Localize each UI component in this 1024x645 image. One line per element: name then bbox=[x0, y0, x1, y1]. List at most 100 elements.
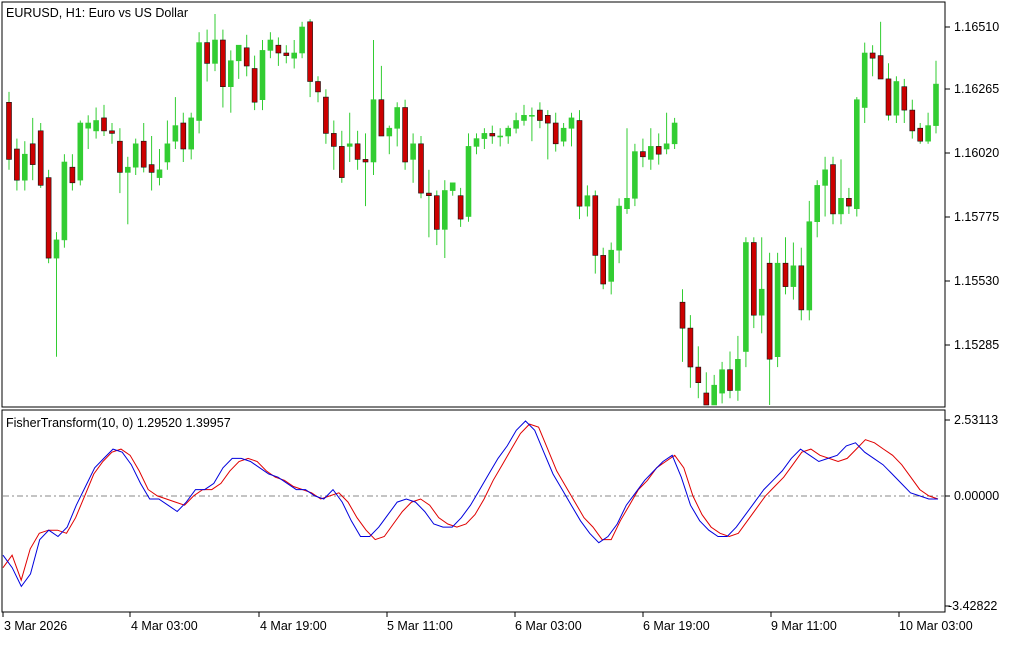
bear-candle bbox=[330, 133, 337, 147]
bull-candle bbox=[61, 161, 68, 241]
bear-candle bbox=[782, 262, 789, 287]
bull-candle bbox=[624, 198, 630, 210]
bear-candle bbox=[220, 39, 226, 88]
bear-candle bbox=[600, 255, 607, 285]
bull-candle bbox=[933, 83, 939, 126]
time-tick-label: 4 Mar 03:00 bbox=[131, 619, 198, 633]
bull-candle bbox=[386, 127, 393, 137]
bear-candle bbox=[426, 192, 432, 197]
trigger-line bbox=[2, 420, 938, 588]
bear-candle bbox=[338, 146, 345, 178]
fisher-lines-group bbox=[2, 420, 939, 588]
bull-candle bbox=[164, 143, 171, 163]
bear-candle bbox=[877, 55, 884, 80]
bear-candle bbox=[37, 130, 44, 186]
bear-candle bbox=[283, 52, 290, 56]
bull-candle bbox=[267, 39, 274, 51]
bear-candle bbox=[433, 195, 440, 230]
indicator-panel bbox=[1, 409, 946, 613]
bull-candle bbox=[125, 166, 131, 173]
bear-candle bbox=[537, 109, 543, 121]
bear-candle bbox=[101, 117, 107, 132]
price-tick-label: 1.15775 bbox=[954, 210, 999, 224]
bear-candle bbox=[148, 164, 155, 173]
time-tick-label: 6 Mar 03:00 bbox=[515, 619, 582, 633]
bull-candle bbox=[560, 127, 567, 142]
bear-candle bbox=[798, 265, 805, 311]
bear-candle bbox=[69, 166, 76, 184]
bull-candle bbox=[925, 125, 931, 142]
bull-candle bbox=[481, 133, 488, 139]
bear-candle bbox=[544, 115, 551, 124]
bear-candle bbox=[362, 159, 369, 163]
price-tick-label: 1.16265 bbox=[954, 82, 999, 96]
bear-candle bbox=[418, 143, 424, 194]
bull-candle bbox=[838, 198, 844, 215]
time-tick-label: 9 Mar 11:00 bbox=[771, 619, 837, 633]
bear-candle bbox=[750, 242, 757, 316]
bull-candle bbox=[608, 249, 615, 282]
time-tick-label: 5 Mar 11:00 bbox=[387, 619, 453, 633]
bull-candle bbox=[505, 127, 512, 137]
bull-candle bbox=[156, 169, 163, 178]
bear-candle bbox=[354, 143, 361, 160]
fisher-line bbox=[2, 423, 939, 582]
bear-candle bbox=[29, 143, 36, 165]
bull-candle bbox=[394, 107, 401, 129]
bull-candle bbox=[299, 26, 305, 54]
price-tick-label: 1.16020 bbox=[954, 146, 999, 160]
bear-candle bbox=[885, 78, 892, 116]
bear-candle bbox=[489, 133, 496, 137]
bear-candle bbox=[552, 122, 559, 145]
bull-candle bbox=[616, 205, 622, 251]
indicator-panel-title: FisherTransform(10, 0) 1.29520 1.39957 bbox=[6, 416, 231, 430]
bear-candle bbox=[576, 120, 583, 207]
bear-candle bbox=[917, 127, 924, 142]
bull-candle bbox=[663, 143, 670, 150]
bear-candle bbox=[457, 195, 464, 220]
price-tick-label: 1.15530 bbox=[954, 274, 999, 288]
bear-candle bbox=[45, 177, 52, 259]
bull-candle bbox=[758, 288, 765, 316]
bear-candle bbox=[909, 109, 916, 132]
bear-candle bbox=[679, 301, 686, 329]
bull-candle bbox=[822, 169, 828, 186]
price-panel bbox=[1, 1, 946, 408]
bear-candle bbox=[592, 195, 599, 256]
bear-candle bbox=[307, 21, 313, 82]
bull-candle bbox=[85, 122, 91, 129]
bull-candle bbox=[196, 42, 202, 121]
bear-candle bbox=[655, 146, 662, 155]
bull-candle bbox=[893, 81, 900, 116]
price-tick-label: 1.15285 bbox=[954, 338, 999, 352]
bull-candle bbox=[568, 117, 575, 129]
bear-candle bbox=[117, 140, 123, 173]
bear-candle bbox=[846, 198, 852, 207]
bull-candle bbox=[774, 262, 781, 358]
bear-candle bbox=[695, 366, 702, 384]
bull-candle bbox=[711, 384, 718, 406]
bull-candle bbox=[853, 99, 860, 209]
bear-candle bbox=[14, 148, 20, 181]
bull-candle bbox=[497, 135, 504, 138]
bull-candle bbox=[790, 265, 797, 287]
bull-candle bbox=[449, 182, 456, 191]
bull-candle bbox=[584, 195, 591, 207]
bull-candle bbox=[441, 190, 448, 230]
bull-candle bbox=[228, 60, 234, 88]
bull-candle bbox=[77, 122, 84, 181]
bull-candle bbox=[259, 50, 266, 101]
bull-candle bbox=[473, 138, 480, 147]
bull-candle bbox=[806, 221, 813, 311]
time-tick-label: 4 Mar 19:00 bbox=[260, 619, 327, 633]
bull-candle bbox=[212, 39, 218, 64]
bear-candle bbox=[109, 130, 115, 134]
bull-candle bbox=[735, 358, 741, 391]
bull-candle bbox=[529, 115, 535, 117]
bull-candle bbox=[719, 369, 725, 394]
bear-candle bbox=[6, 102, 12, 160]
bull-candle bbox=[132, 143, 139, 168]
bear-candle bbox=[402, 107, 408, 163]
price-tick-label: 1.16510 bbox=[954, 20, 999, 34]
